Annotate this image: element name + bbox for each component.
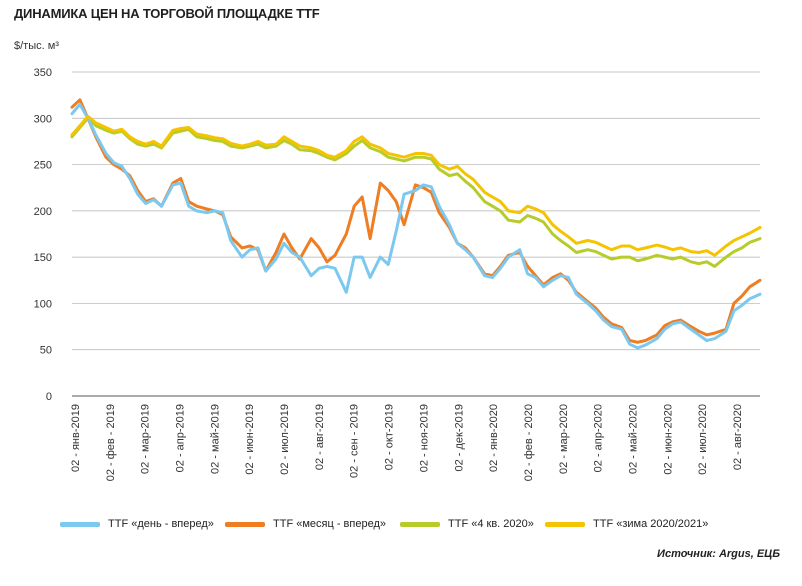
legend-item-month-ahead: TTF «месяц - вперед» [225,518,386,530]
legend-label: TTF «зима 2020/2021» [593,518,709,530]
legend-item-day-ahead: TTF «день - вперед» [60,518,214,530]
x-tick-label: 02 - май-2019 [209,404,221,474]
x-tick-label: 02 - июн-2020 [662,404,674,475]
legend-label: TTF «4 кв. 2020» [448,518,534,530]
y-axis-unit: $/тыс. м³ [14,40,59,52]
y-tick-label: 50 [40,345,52,357]
x-tick-label: 02 - мар-2019 [140,404,152,474]
x-tick-label: 02 - фев - 2019 [105,404,117,481]
y-tick-label: 0 [46,391,52,403]
source-note: Источник: Argus, ЕЦБ [657,548,780,560]
x-tick-label: 02 - июл-2020 [697,404,709,475]
legend-label: TTF «день - вперед» [108,518,214,530]
y-axis-ticks: 0 50 100 150 200 250 300 350 [34,67,52,403]
x-tick-label: 02 - фев - 2020 [523,404,535,481]
y-tick-label: 150 [34,252,52,264]
x-axis-ticks: 02 - янв-2019 02 - фев - 2019 02 - мар-201… [70,404,744,481]
series-line-0 [70,102,762,350]
x-tick-label: 02 - янв-2020 [488,404,500,472]
x-tick-label: 02 - ноя-2019 [418,404,430,472]
legend-item-winter: TTF «зима 2020/2021» [545,518,708,530]
x-tick-label: 02 - апр-2020 [593,404,605,472]
legend-swatch-day-ahead [60,521,100,527]
x-tick-label: 02 - июн-2019 [244,404,256,475]
legend-swatch-winter [545,521,585,527]
series-line-3 [70,114,762,257]
series-lines [70,98,762,350]
grid-lines [72,71,760,397]
x-tick-label: 02 - окт-2019 [384,404,396,470]
legend-item-q4-2020: TTF «4 кв. 2020» [400,518,534,530]
x-tick-label: 02 - май-2020 [627,404,639,474]
x-tick-label: 02 - авг-2019 [314,404,326,470]
x-tick-label: 02 - апр-2019 [175,404,187,472]
legend-swatch-month-ahead [225,521,265,527]
y-tick-label: 200 [34,206,52,218]
y-tick-label: 100 [34,298,52,310]
chart-title: ДИНАМИКА ЦЕН НА ТОРГОВОЙ ПЛОЩАДКЕ TTF [14,6,320,21]
x-tick-label: 02 - сен - 2019 [349,404,361,478]
series-line-2 [70,116,762,268]
series-line-1 [70,98,762,344]
x-tick-label: 02 - дек-2019 [453,404,465,472]
x-tick-label: 02 - июл-2019 [279,404,291,475]
x-tick-label: 02 - авг-2020 [732,404,744,470]
y-tick-label: 300 [34,113,52,125]
legend: TTF «день - вперед» TTF «месяц - вперед»… [0,518,802,538]
y-tick-label: 250 [34,160,52,172]
legend-swatch-q4-2020 [400,521,440,527]
y-tick-label: 350 [34,67,52,79]
x-tick-label: 02 - мар-2020 [558,404,570,474]
x-tick-label: 02 - янв-2019 [70,404,82,472]
legend-label: TTF «месяц - вперед» [273,518,386,530]
